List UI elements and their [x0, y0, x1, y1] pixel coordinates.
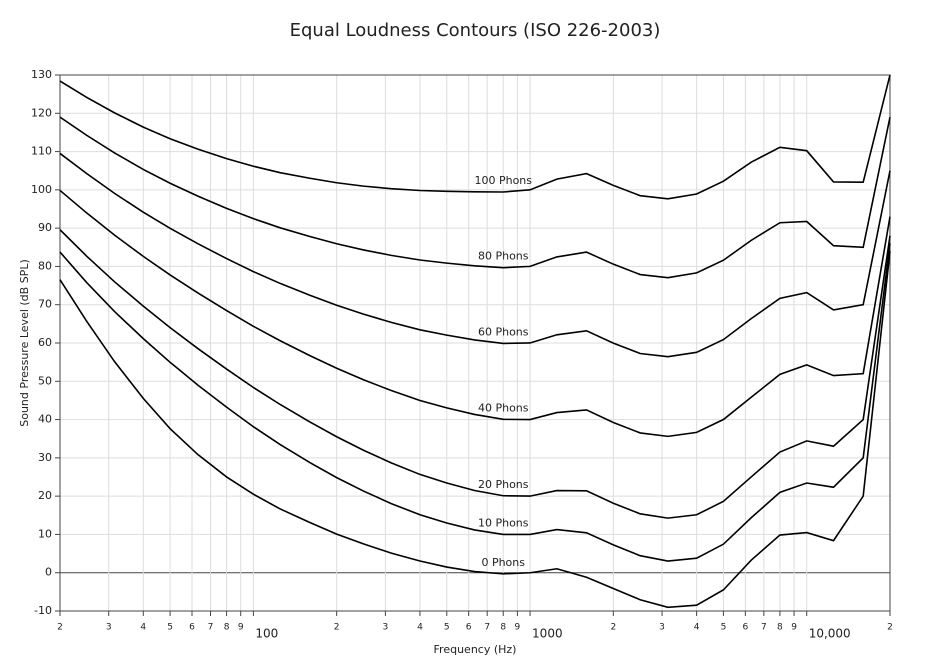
x-tick-label: 5 — [721, 623, 727, 633]
x-tick-label: 9 — [791, 623, 797, 633]
x-tick-label: 6 — [742, 623, 748, 633]
x-tick-label: 1000 — [532, 627, 563, 641]
x-tick-label: 2 — [610, 623, 616, 633]
x-tick-label: 10,000 — [809, 627, 851, 641]
x-tick-label: 4 — [140, 623, 146, 633]
x-tick-label: 5 — [444, 623, 450, 633]
y-tick-label: 80 — [38, 259, 52, 272]
y-tick-label: 100 — [31, 183, 52, 196]
y-tick-label: -10 — [34, 604, 52, 617]
y-tick-label: 40 — [38, 413, 52, 426]
y-tick-label: 110 — [31, 145, 52, 158]
x-tick-label: 100 — [255, 627, 278, 641]
y-tick-label: 90 — [38, 221, 52, 234]
contour-line — [59, 116, 891, 279]
y-tick-label: 130 — [31, 68, 52, 81]
x-tick-label: 3 — [659, 623, 665, 633]
contour-line — [59, 152, 891, 358]
contour-line — [59, 229, 891, 519]
contour-line — [59, 251, 891, 609]
x-tick-label: 7 — [208, 623, 214, 633]
x-tick-label: 2 — [334, 623, 340, 633]
x-tick-label: 9 — [515, 623, 521, 633]
x-tick-label: 3 — [106, 623, 112, 633]
y-tick-label: 120 — [31, 106, 52, 119]
x-tick-label: 2 — [57, 623, 63, 633]
y-tick-label: 30 — [38, 451, 52, 464]
y-tick-label: 20 — [38, 489, 52, 502]
y-tick-label: 70 — [38, 298, 52, 311]
series-label: 60 Phons — [478, 325, 529, 338]
x-axis-title: Frequency (Hz) — [434, 643, 517, 656]
x-tick-label: 3 — [383, 623, 389, 633]
series-label: 20 Phons — [478, 478, 529, 491]
chart-title: Equal Loudness Contours (ISO 226-2003) — [290, 20, 661, 41]
series-label: 100 Phons — [474, 174, 532, 187]
series-label: 40 Phons — [478, 401, 529, 414]
x-tick-label: 6 — [189, 623, 195, 633]
y-tick-label: 10 — [38, 527, 52, 540]
series-label: 0 Phons — [481, 556, 525, 569]
y-tick-label: 0 — [45, 566, 52, 579]
x-tick-label: 8 — [500, 623, 506, 633]
contour-line — [59, 243, 891, 562]
plot-frame — [59, 74, 891, 612]
series-label: 10 Phons — [478, 516, 529, 529]
x-tick-label: 8 — [777, 623, 783, 633]
y-axis-title: Sound Pressure Level (dB SPL) — [18, 259, 31, 427]
x-tick-label: 2 — [887, 623, 893, 633]
contour-line — [59, 189, 891, 438]
y-tick-label: 60 — [38, 336, 52, 349]
x-tick-label: 7 — [484, 623, 490, 633]
x-tick-label: 6 — [466, 623, 472, 633]
series-label: 80 Phons — [478, 250, 529, 263]
x-tick-label: 4 — [694, 623, 700, 633]
x-tick-label: 7 — [761, 623, 767, 633]
x-tick-label: 8 — [224, 623, 230, 633]
y-tick-label: 50 — [38, 374, 52, 387]
x-tick-label: 4 — [417, 623, 423, 633]
x-tick-label: 5 — [167, 623, 173, 633]
x-tick-label: 9 — [238, 623, 244, 633]
contour-line — [59, 74, 891, 200]
